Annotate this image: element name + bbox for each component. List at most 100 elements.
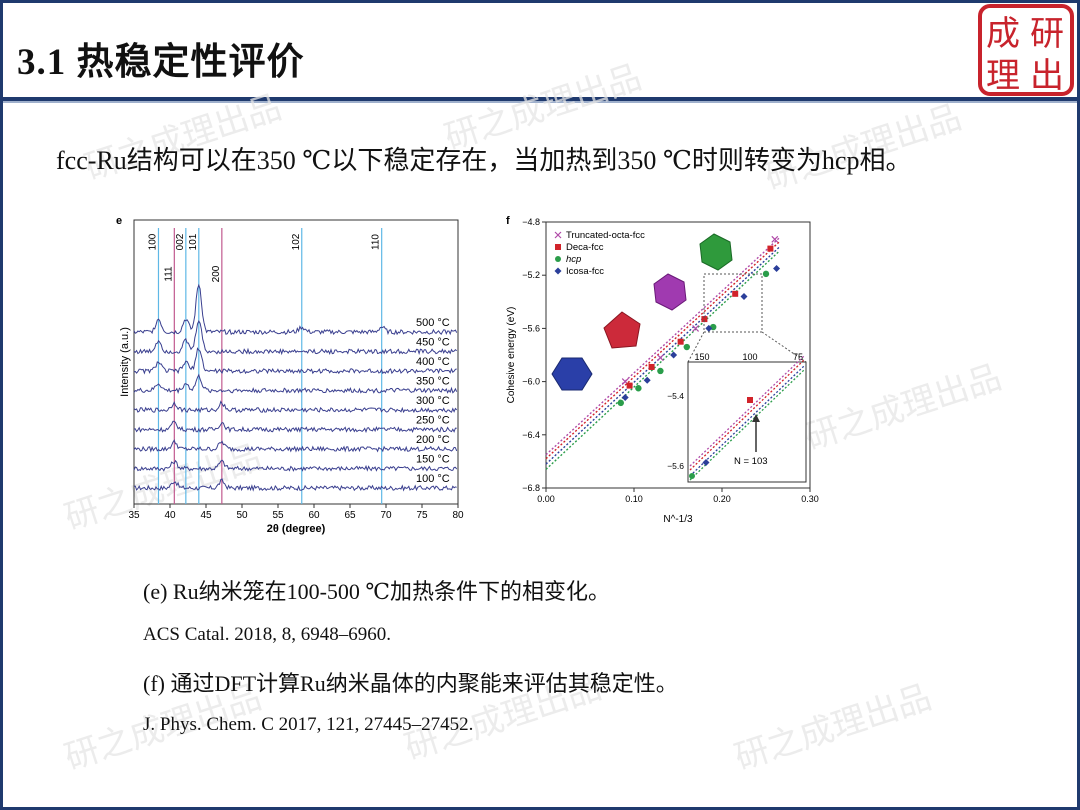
reference-line-label: 111 xyxy=(163,266,174,282)
reference-line-label: 102 xyxy=(291,233,302,250)
x-tick-label: 0.10 xyxy=(625,494,643,504)
plot-frame xyxy=(545,221,811,489)
zoom-box xyxy=(703,273,763,333)
data-point xyxy=(626,382,633,389)
x-tick-label: 50 xyxy=(236,510,248,521)
svg-text:研: 研 xyxy=(1030,14,1064,54)
data-point xyxy=(705,324,713,332)
y-tick-label: −6.4 xyxy=(522,430,540,440)
octa-particle xyxy=(653,273,687,311)
legend-marker xyxy=(555,256,561,262)
inset-fit-line xyxy=(689,359,805,471)
y-tick-label: −4.8 xyxy=(522,217,540,227)
header-rule xyxy=(3,97,1077,101)
trace-label: 300 °C xyxy=(416,395,450,407)
y-tick-label: −6.0 xyxy=(522,377,540,387)
y-tick-label: −5.2 xyxy=(522,270,540,280)
data-point xyxy=(657,367,664,375)
reference-line-label: 101 xyxy=(188,233,199,250)
data-point xyxy=(692,324,700,332)
xrd-trace xyxy=(133,283,458,336)
data-point xyxy=(621,394,629,402)
data-point xyxy=(635,385,642,392)
inset-point xyxy=(747,397,753,403)
x-tick-label: 0.20 xyxy=(713,494,731,504)
legend-marker xyxy=(555,244,561,250)
inset-y-tick: −5.6 xyxy=(667,461,684,471)
x-tick-label: 40 xyxy=(164,510,176,521)
inset-top-tick: 100 xyxy=(742,352,757,362)
intro-text: fcc-Ru结构可以在350 ℃以下稳定存在，当加热到350 ℃时则转变为hcp… xyxy=(56,146,912,175)
x-tick-label: 65 xyxy=(344,510,356,521)
x-tick-label: 80 xyxy=(452,510,464,521)
legend-marker xyxy=(554,267,562,275)
x-tick-label: 55 xyxy=(272,510,284,521)
reference-e: ACS Catal. 2018, 8, 6948–6960. xyxy=(143,624,392,645)
data-point xyxy=(670,351,678,359)
xrd-trace xyxy=(133,320,458,356)
data-point xyxy=(677,338,684,345)
xrd-trace xyxy=(133,400,458,414)
x-tick-label: 70 xyxy=(380,510,392,521)
legend-marker xyxy=(554,231,562,239)
data-point xyxy=(701,316,708,323)
data-point xyxy=(767,245,774,252)
inset-fit-line xyxy=(689,355,805,467)
slide-title: 3.1 热稳定性评价 xyxy=(17,42,305,83)
trace-label: 100 °C xyxy=(416,473,450,485)
legend-label: hcp xyxy=(566,254,581,265)
data-point xyxy=(683,343,690,351)
xrd-trace xyxy=(133,439,458,453)
caption-f: (f) 通过DFT计算Ru纳米晶体的内聚能来评估其稳定性。 xyxy=(143,671,678,696)
legend-label: Truncated-octa-fcc xyxy=(566,230,645,241)
legend-label: Deca-fcc xyxy=(566,242,604,253)
slide-header: 3.1 热稳定性评价 xyxy=(3,3,1077,99)
reference-line-label: 100 xyxy=(147,233,158,250)
legend-label: Icosa-fcc xyxy=(566,266,604,277)
data-point xyxy=(643,376,651,384)
xrd-trace xyxy=(133,459,458,472)
zoom-connector xyxy=(687,331,705,363)
inset-fit-line xyxy=(689,369,805,481)
fit-line xyxy=(545,246,780,465)
plot-frame xyxy=(133,219,459,505)
trace-label: 400 °C xyxy=(416,356,450,368)
inset-point xyxy=(689,473,695,479)
svg-text:成: 成 xyxy=(986,14,1020,54)
y-axis-label: Intensity (a.u.) xyxy=(119,327,131,397)
reference-line-label: 110 xyxy=(371,234,382,250)
trace-label: 500 °C xyxy=(416,317,450,329)
inset-fit-line xyxy=(689,365,805,477)
y-axis-label: Cohesive energy (eV) xyxy=(506,307,517,404)
seal-logo: 成 研 理 出 xyxy=(978,4,1074,96)
trace-label: 250 °C xyxy=(416,415,450,427)
trace-label: 150 °C xyxy=(416,454,450,466)
trace-label: 200 °C xyxy=(416,434,450,446)
x-tick-label: 45 xyxy=(200,510,212,521)
trace-label: 450 °C xyxy=(416,337,450,349)
data-point xyxy=(771,235,779,243)
xrd-trace xyxy=(133,420,457,434)
y-tick-label: −5.6 xyxy=(522,323,540,333)
caption-e: (e) Ru纳米笼在100-500 ℃加热条件下的相变化。 xyxy=(143,579,611,604)
cohesive-energy-chart: f −4.8 −5.2 −5.6 −6.0 −6.4 −6.80.00 0.10 0.20 0.3… xyxy=(506,215,819,525)
data-point xyxy=(732,290,739,297)
x-tick-label: 35 xyxy=(128,510,140,521)
x-tick-label: 75 xyxy=(416,510,428,521)
panel-label: f xyxy=(506,215,510,227)
icosa-particle xyxy=(551,357,593,391)
xrd-trace xyxy=(133,373,458,394)
x-axis-label: N^-1/3 xyxy=(663,514,693,525)
x-axis-label: 2θ (degree) xyxy=(267,523,326,535)
data-point xyxy=(740,292,748,300)
y-tick-label: −6.8 xyxy=(522,483,540,493)
svg-text:出: 出 xyxy=(1030,56,1064,96)
x-tick-label: 0.00 xyxy=(537,494,555,504)
inset-point xyxy=(702,459,710,466)
data-point xyxy=(617,399,624,407)
fit-line xyxy=(545,250,780,470)
xrd-trace xyxy=(133,478,457,492)
fit-line xyxy=(545,241,780,460)
header-rule-light xyxy=(3,101,1077,103)
